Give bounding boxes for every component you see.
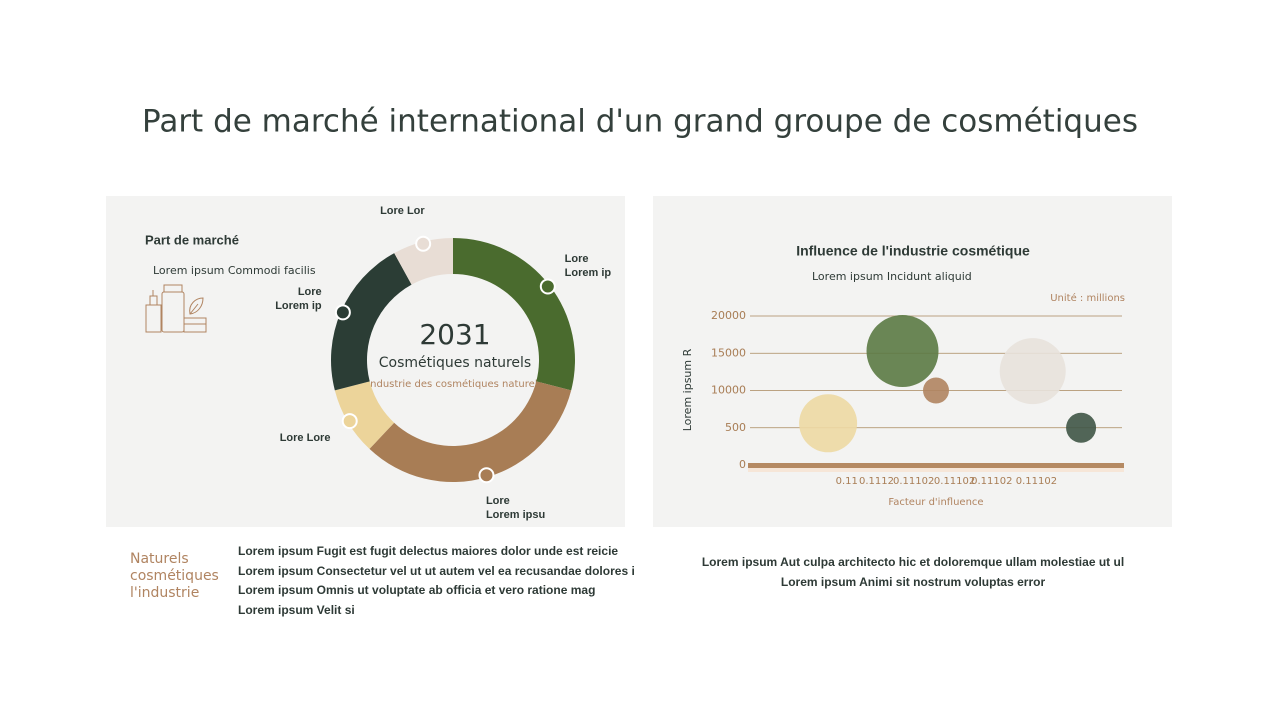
chart-title: Influence de l'industrie cosmétique <box>796 243 1030 259</box>
x-axis-label: Facteur d'influence <box>888 497 983 508</box>
y-tick-label: 15000 <box>711 346 746 359</box>
x-axis-glow <box>748 468 1124 472</box>
donut-segment <box>369 381 572 483</box>
y-tick-label: 0 <box>739 458 746 471</box>
segment-label: Lore Lorem ip <box>275 285 322 312</box>
x-tick-label: 0.11102 <box>893 476 934 487</box>
bubble <box>799 394 858 453</box>
chart-subtitle: Lorem ipsum Incidunt aliquid <box>812 270 972 283</box>
chart-title: Part de marché <box>145 232 239 247</box>
y-tick-label: 500 <box>725 421 746 434</box>
x-tick-label: 0.11102 <box>971 476 1012 487</box>
segment-label: Lore Lor <box>380 204 425 217</box>
donut-segment <box>334 381 395 449</box>
y-tick-label: 10000 <box>711 384 746 397</box>
caption-line: Lorem ipsum Animi sit nostrum voluptas e… <box>780 575 1046 589</box>
center-value: 2031 <box>419 318 490 351</box>
caption-line: Lorem ipsum Aut culpa architecto hic et … <box>701 555 1125 569</box>
caption-line: Lorem ipsum Omnis ut voluptate ab offici… <box>238 583 596 597</box>
bubble <box>1066 412 1097 443</box>
caption-label: Naturels cosmétiques l'industrie <box>130 551 219 601</box>
bubble <box>999 338 1066 405</box>
x-tick-label: 0.1112 <box>859 476 894 487</box>
segment-label: Lore Lore <box>279 432 331 445</box>
donut-segment <box>331 253 412 391</box>
x-tick-label: 0.11102 <box>934 476 975 487</box>
donut-segment <box>394 238 453 285</box>
y-axis-label: Lorem ipsum R <box>681 348 694 431</box>
x-tick-label: 0.11102 <box>1016 476 1057 487</box>
bubble <box>866 315 939 388</box>
x-axis <box>748 463 1124 468</box>
bubble <box>923 377 949 404</box>
segment-label: Lore Lorem ip <box>564 252 612 279</box>
segment-label: Lore Lorem ipsu <box>485 494 546 521</box>
caption-line: Lorem ipsum Fugit est fugit delectus mai… <box>238 544 619 558</box>
segment-dot <box>415 235 432 252</box>
x-tick-label: 0.11 <box>836 476 858 487</box>
unit-note: Unité : millions <box>1050 292 1125 304</box>
caption-line: Lorem ipsum Consectetur vel ut ut autem … <box>238 563 635 578</box>
caption-line: Lorem ipsum Velit si <box>238 602 355 617</box>
chart-subtitle: Lorem ipsum Commodi facilis <box>153 264 316 277</box>
y-tick-label: 20000 <box>711 309 746 322</box>
segment-dot <box>341 413 358 430</box>
cosmetics-icon <box>145 284 207 333</box>
donut-segment <box>453 238 576 391</box>
segment-dot <box>539 278 556 295</box>
segment-dot <box>478 467 495 484</box>
slide-title: Part de marché international d'un grand … <box>142 104 1138 140</box>
center-note: Industrie des cosmétiques naturels <box>367 378 543 390</box>
center-label: Cosmétiques naturels <box>379 355 531 371</box>
segment-dot <box>334 304 351 321</box>
